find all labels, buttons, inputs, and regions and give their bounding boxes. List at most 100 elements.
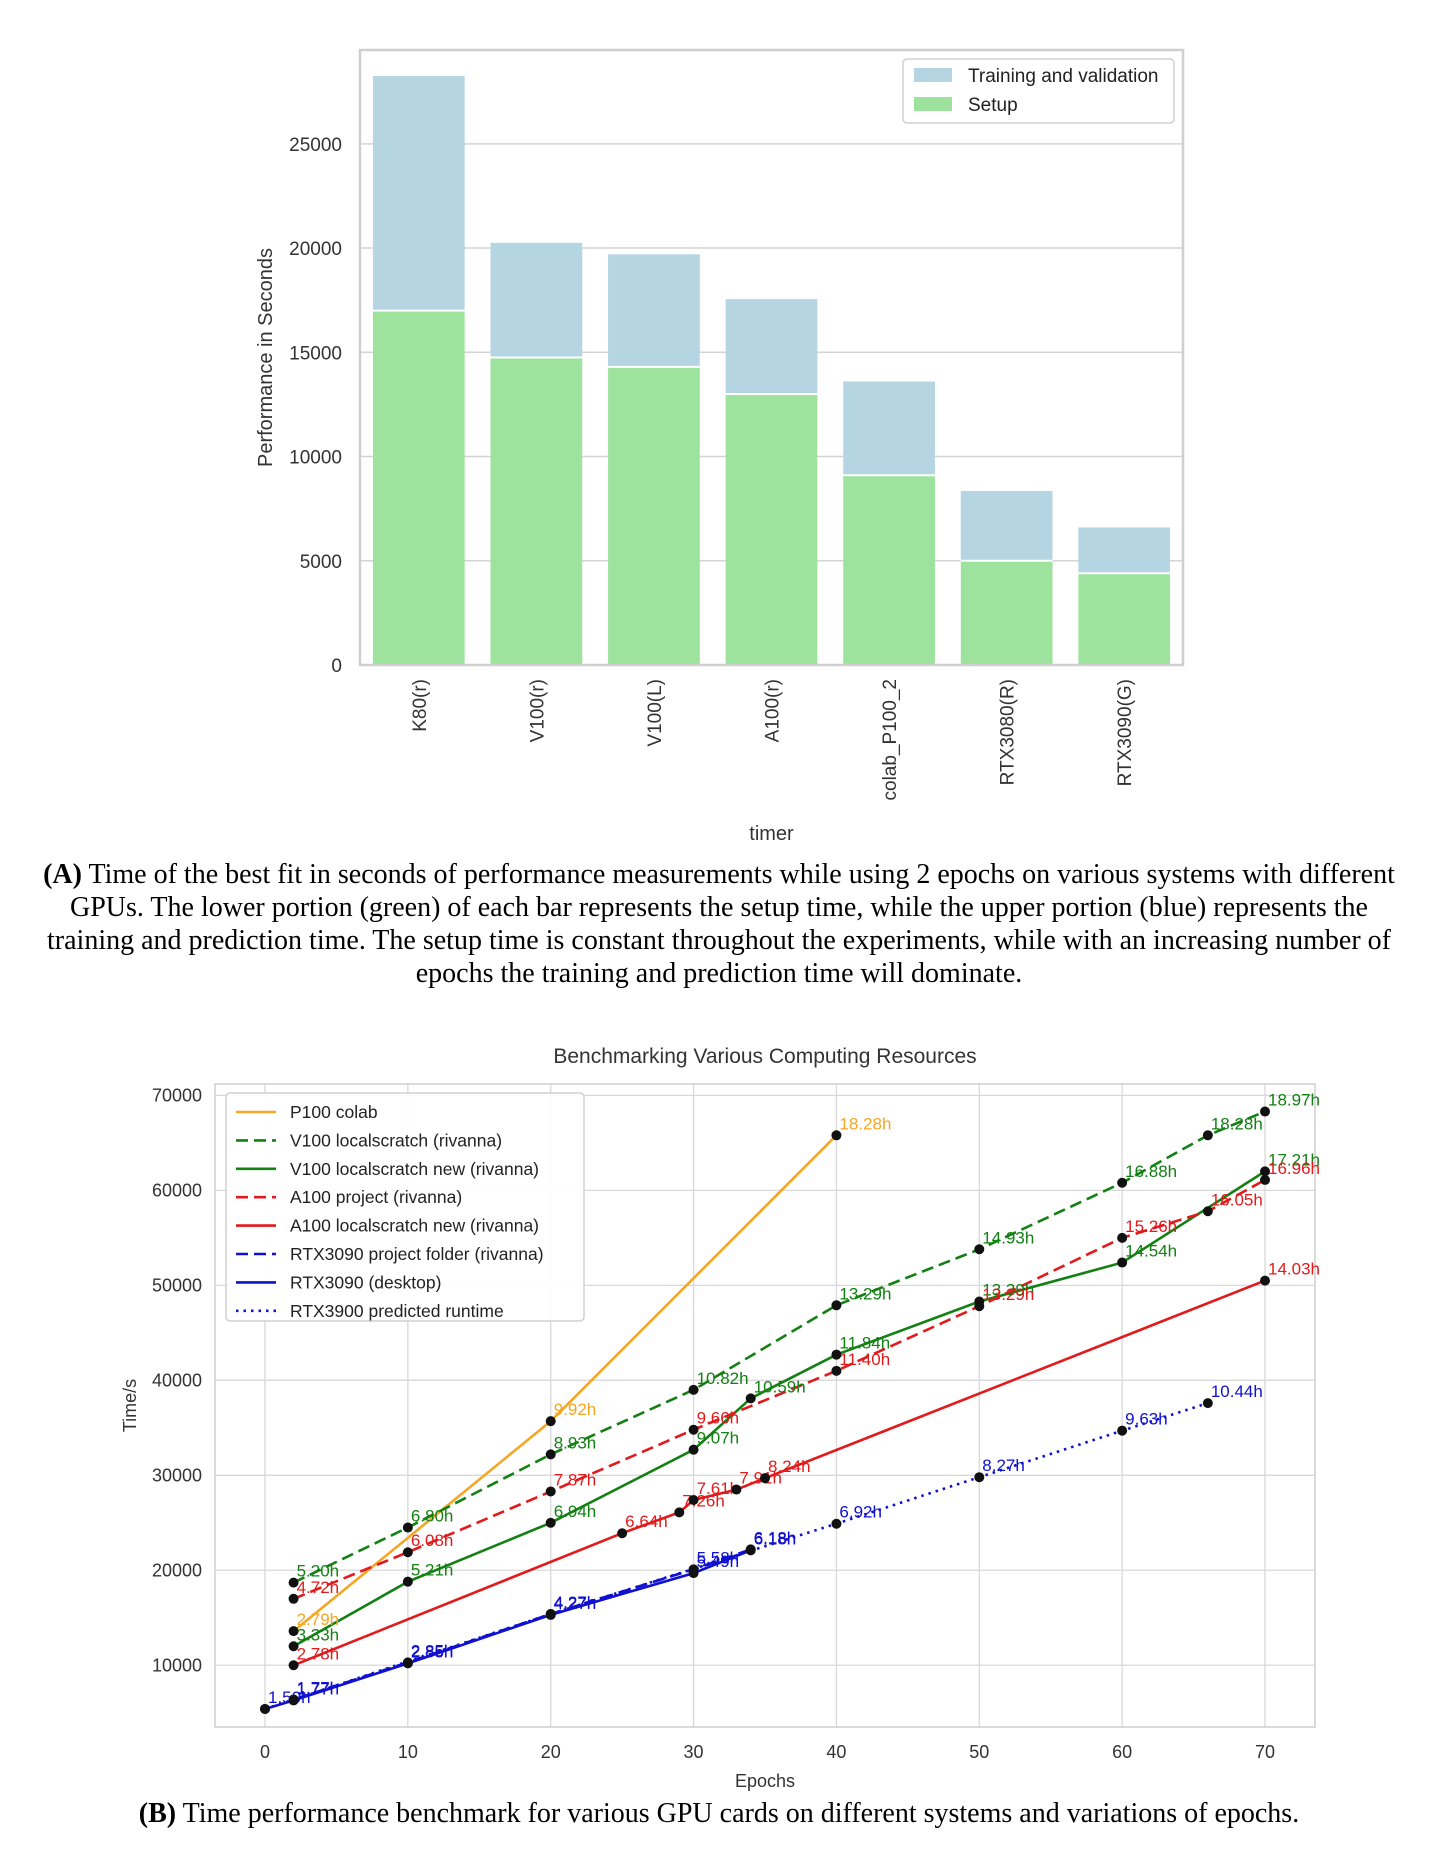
data-point (731, 1484, 742, 1495)
legend-label: RTX3090 project folder (rivanna) (290, 1244, 544, 1264)
data-point (545, 1517, 556, 1528)
x-tick-label: 70 (1255, 1742, 1275, 1762)
data-point (974, 1472, 985, 1483)
data-label: 8.27h (982, 1456, 1025, 1475)
legend-label: V100 localscratch new (rivanna) (290, 1159, 539, 1179)
data-point (1260, 1166, 1270, 1177)
y-tick-label: 25000 (289, 135, 342, 156)
data-label: 10.44h (1211, 1382, 1263, 1401)
data-label: 5.21h (411, 1561, 454, 1580)
data-label: 4.27h (554, 1593, 597, 1612)
data-point (288, 1641, 299, 1652)
data-label: 9.07h (697, 1429, 740, 1448)
data-point (974, 1244, 985, 1255)
y-tick-label: 60000 (152, 1180, 202, 1200)
legend-label: RTX3900 predicted runtime (290, 1301, 504, 1321)
data-label: 16.96h (1268, 1159, 1320, 1178)
data-point (545, 1486, 556, 1497)
data-label: 18.28h (839, 1114, 891, 1133)
caption-a-tag: (A) (43, 859, 82, 890)
data-label: 10.82h (697, 1369, 749, 1388)
data-point (1260, 1275, 1270, 1286)
legend: P100 colab V100 localscratch (rivanna) V10… (225, 1092, 585, 1322)
data-point (402, 1658, 413, 1669)
data-label: 8.93h (554, 1433, 597, 1452)
data-point (545, 1608, 556, 1619)
bar-setup (608, 366, 700, 665)
bar-training (490, 242, 583, 358)
data-label: 9.92h (554, 1400, 597, 1419)
line-chart: 0 10 20 30 40 50 60 70 10000 20000 30000 40000 50000… (120, 1045, 1320, 1791)
data-point (1117, 1232, 1128, 1243)
bar-setup (490, 357, 583, 665)
x-tick-label: 10 (398, 1742, 418, 1762)
data-point (831, 1518, 842, 1529)
legend-label: V100 localscratch (rivanna) (290, 1130, 502, 1150)
data-label: 14.93h (982, 1228, 1034, 1247)
x-tick-label: V100(L) (645, 679, 666, 747)
data-point (974, 1301, 985, 1312)
x-tick-label: A100(r) (763, 679, 784, 742)
series-line (293, 1110, 1266, 1584)
data-point (688, 1568, 699, 1579)
data-point (1202, 1398, 1213, 1409)
legend-label: Training and validation (968, 66, 1158, 87)
y-tick-label: 15000 (289, 343, 342, 364)
legend-label: P100 colab (290, 1102, 378, 1122)
data-label: 7.61h (697, 1479, 740, 1498)
data-label: 6.94h (554, 1502, 597, 1521)
data-label: 15.26h (1125, 1217, 1177, 1236)
legend-label: A100 project (rivanna) (290, 1187, 462, 1207)
data-point (1260, 1106, 1270, 1117)
y-tick-label: 50000 (152, 1275, 202, 1295)
data-point (1202, 1130, 1213, 1141)
data-label: 9.66h (697, 1409, 740, 1428)
bar-training (960, 490, 1053, 561)
legend-box (225, 1092, 585, 1322)
data-label: 4.27h (554, 1594, 597, 1613)
y-tick-label: 70000 (152, 1085, 202, 1105)
plot-frame (358, 48, 1185, 667)
bar-training (725, 299, 818, 394)
y-tick-label: 5000 (300, 552, 342, 573)
data-label: 5.49h (697, 1552, 740, 1571)
data-point (402, 1576, 413, 1587)
data-label: 2.78h (297, 1644, 340, 1663)
data-point (1260, 1174, 1270, 1185)
data-label: 16.88h (1125, 1162, 1177, 1181)
data-label: 2.85h (411, 1642, 454, 1661)
bar-setup (1078, 573, 1171, 665)
data-label: 13.29h (839, 1284, 891, 1303)
data-label: 1.50h (268, 1688, 311, 1707)
bar-training (843, 381, 935, 476)
data-point (745, 1545, 756, 1556)
bar-setup (960, 560, 1053, 665)
data-point (1117, 1257, 1128, 1268)
y-axis-label: Performance in Seconds (255, 248, 277, 467)
data-label: 1.77h (297, 1679, 340, 1698)
data-point (688, 1495, 699, 1506)
data-point (1202, 1206, 1213, 1217)
data-label: 14.54h (1125, 1242, 1177, 1261)
data-point (745, 1393, 756, 1404)
data-point (545, 1449, 556, 1460)
legend-label: RTX3090 (desktop) (290, 1272, 441, 1292)
x-axis-label: timer (749, 823, 794, 845)
x-tick-label: 60 (1112, 1742, 1132, 1762)
data-point (617, 1528, 628, 1539)
data-point (288, 1660, 299, 1671)
x-tick-label: 20 (541, 1742, 561, 1762)
chart-title: Benchmarking Various Computing Resources (553, 1045, 976, 1068)
data-label: 2.85h (411, 1641, 454, 1660)
data-point (260, 1703, 270, 1714)
data-point (831, 1300, 842, 1311)
data-point (288, 1593, 299, 1604)
bar-training (372, 76, 465, 311)
series-line (293, 1178, 1266, 1601)
data-point (688, 1444, 699, 1455)
data-label: 4.72h (297, 1578, 340, 1597)
data-label: 3.33h (297, 1625, 340, 1644)
data-point (1117, 1177, 1128, 1188)
y-tick-label: 40000 (152, 1370, 202, 1390)
data-label: 6.18h (754, 1528, 797, 1547)
